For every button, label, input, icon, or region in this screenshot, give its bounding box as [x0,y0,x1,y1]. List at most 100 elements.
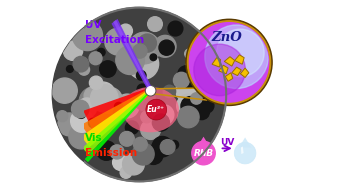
Polygon shape [113,20,151,91]
Polygon shape [235,55,244,64]
Circle shape [105,28,132,55]
Polygon shape [239,137,251,147]
Polygon shape [82,90,152,155]
Text: Emission: Emission [85,148,137,158]
Circle shape [100,61,116,77]
Circle shape [119,24,132,38]
Circle shape [79,64,90,75]
Circle shape [120,167,132,178]
Circle shape [79,87,110,117]
Circle shape [152,136,173,157]
Circle shape [192,141,215,165]
Circle shape [115,94,139,118]
Circle shape [154,35,176,57]
Circle shape [185,49,194,59]
Circle shape [63,41,83,60]
Circle shape [116,46,145,74]
Circle shape [72,21,103,51]
Circle shape [136,71,146,80]
Circle shape [120,132,134,146]
Circle shape [181,97,200,116]
Polygon shape [241,146,244,154]
Circle shape [205,25,268,88]
Circle shape [186,53,214,81]
Circle shape [183,77,193,88]
Circle shape [178,106,199,128]
Polygon shape [83,88,152,131]
Polygon shape [81,89,152,147]
Circle shape [89,52,102,65]
Circle shape [168,21,183,36]
Circle shape [70,109,94,132]
Polygon shape [219,65,228,74]
Circle shape [133,44,147,58]
Circle shape [173,72,189,88]
Text: UV: UV [85,20,101,29]
Circle shape [146,99,167,120]
Circle shape [115,102,123,111]
Circle shape [110,145,124,159]
Circle shape [194,104,209,120]
Circle shape [88,118,98,128]
Circle shape [73,56,89,72]
Circle shape [150,54,157,60]
Circle shape [154,105,174,125]
Circle shape [216,29,264,77]
Ellipse shape [122,87,179,132]
Circle shape [152,114,169,131]
Circle shape [57,111,68,122]
Circle shape [234,142,256,164]
Circle shape [96,87,122,113]
Polygon shape [225,73,233,81]
Circle shape [97,48,105,56]
Circle shape [74,111,91,127]
Circle shape [90,84,118,112]
Circle shape [144,145,163,164]
Circle shape [127,48,159,79]
Circle shape [177,94,200,117]
Circle shape [141,111,153,123]
Circle shape [113,108,122,117]
Circle shape [159,40,174,55]
Circle shape [204,78,225,99]
Polygon shape [224,57,235,66]
Polygon shape [111,19,152,92]
Circle shape [178,66,195,83]
Polygon shape [85,90,151,162]
Circle shape [88,133,99,145]
Circle shape [52,78,77,103]
Text: Vis: Vis [85,133,103,143]
Circle shape [148,17,162,31]
Circle shape [67,66,73,72]
Circle shape [189,23,269,102]
Circle shape [132,143,154,165]
Text: Eu³⁺: Eu³⁺ [147,105,165,114]
Circle shape [122,153,144,175]
Circle shape [130,99,137,106]
Circle shape [69,125,93,149]
Circle shape [52,8,226,181]
Circle shape [138,34,156,52]
Circle shape [72,100,89,118]
Circle shape [163,85,176,98]
Circle shape [188,21,271,104]
Circle shape [137,84,148,94]
Circle shape [194,92,211,109]
Circle shape [96,141,116,160]
Circle shape [131,43,155,68]
Circle shape [90,82,115,107]
Circle shape [179,84,208,113]
Circle shape [89,76,103,89]
Circle shape [77,109,86,118]
Circle shape [186,19,272,105]
Circle shape [112,154,129,170]
Polygon shape [212,58,220,67]
Circle shape [58,113,81,136]
Circle shape [125,121,138,134]
Circle shape [194,44,245,96]
Text: UV: UV [220,138,234,147]
Circle shape [176,81,195,101]
Text: Excitation: Excitation [85,35,144,45]
Polygon shape [232,67,241,76]
Circle shape [199,98,214,113]
